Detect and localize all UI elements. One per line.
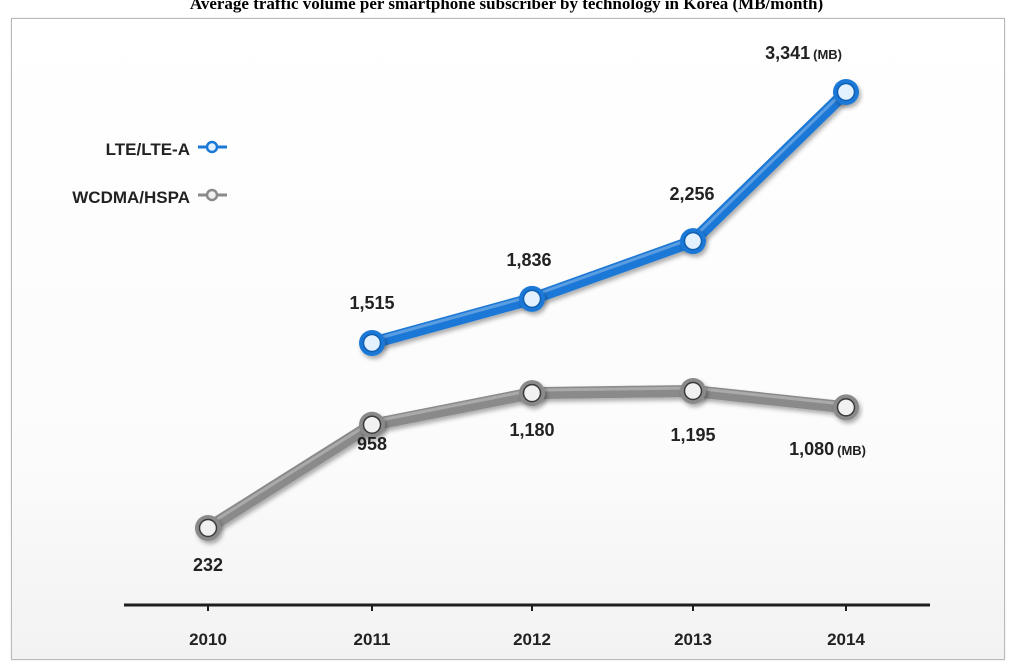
data-label: 1,195: [670, 425, 715, 445]
data-point-marker-center: [362, 333, 382, 353]
legend-marker-swatch: [205, 140, 219, 154]
page-title: Average traffic volume per smartphone su…: [189, 0, 824, 13]
unit-suffix: (MB): [813, 47, 842, 62]
data-label: 1,515: [349, 293, 394, 313]
series-line: [202, 385, 852, 534]
x-tick-label: 2014: [827, 630, 865, 649]
chart-panel: [11, 18, 1005, 660]
data-label: 2,256: [669, 184, 714, 204]
data-point-marker-center: [683, 381, 703, 401]
data-label: 232: [193, 555, 223, 575]
data-point-marker-center: [362, 415, 382, 434]
x-tick-label: 2013: [674, 630, 712, 649]
x-axis-ticks: 2010 2011 2012 2013 2014: [189, 605, 865, 649]
data-point-marker-center: [836, 82, 856, 102]
series-line: [366, 86, 852, 349]
data-point-marker-center: [836, 398, 856, 417]
series-line-highlight: [206, 386, 848, 527]
x-tick-label: 2010: [189, 630, 227, 649]
data-labels: 1,515 1,836 2,256 3,341 (MB) 232 958 1,180 1,195…: [193, 43, 866, 575]
data-point-marker-center: [522, 289, 542, 309]
data-label: 3,341 (MB): [765, 43, 842, 63]
x-tick-label: 2012: [513, 630, 551, 649]
data-label: 1,080 (MB): [789, 439, 866, 459]
data-point-marker-center: [198, 518, 218, 538]
unit-suffix: (MB): [837, 443, 866, 458]
data-point-marker-center: [683, 231, 703, 251]
data-point-marker-center: [522, 383, 542, 403]
legend: LTE/LTE-A WCDMA/HSPA: [72, 140, 227, 207]
data-label: 1,836: [506, 250, 551, 270]
legend-label: WCDMA/HSPA: [72, 188, 190, 207]
series-line-highlight: [370, 87, 848, 342]
data-label: 958: [357, 434, 387, 454]
x-tick-label: 2011: [354, 630, 391, 649]
legend-label: LTE/LTE-A: [106, 140, 190, 159]
series-markers: [195, 79, 859, 541]
data-label: 1,180: [509, 420, 554, 440]
legend-marker-swatch: [205, 188, 219, 202]
